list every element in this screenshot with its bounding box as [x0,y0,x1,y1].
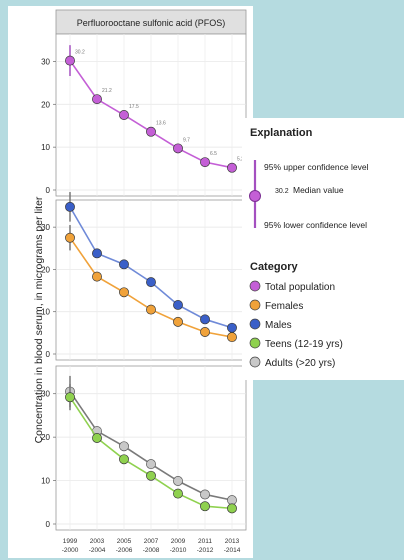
series-females [65,225,237,343]
legend-upper-ci: 95% upper confidence level [264,162,369,172]
x-tick-label-line2: -2000 [62,547,79,554]
title-strip [55,9,247,35]
chart-title: Perfluorooctane sulfonic acid (PFOS) [77,18,226,28]
y-tick-label: 30 [41,223,50,232]
data-label: 5.2 [237,157,244,163]
point-adults [173,476,183,486]
point-adults [200,489,210,500]
point-males [227,322,237,333]
point-teens [200,501,210,512]
y-tick-label: 20 [41,433,50,442]
y-tick-label: 10 [41,308,50,317]
legend-label-teens: Teens (12-19 yrs) [265,339,343,350]
y-tick-label: 30 [41,57,50,66]
legend-median-marker [249,190,261,202]
data-label: 17.5 [129,104,139,110]
legend-label-adults: Adults (>20 yrs) [265,358,335,369]
point-females [173,316,183,327]
legend-marker-teens [249,337,261,349]
y-tick-label: 0 [46,520,51,529]
legend-explanation-title: Explanation [250,127,313,139]
legend-box [242,118,404,380]
point-teens [227,503,237,514]
legend-items: Total population Females Males Teens (12-19… [249,280,343,369]
point-teens [119,454,129,465]
x-tick-label-line2: -2010 [170,547,187,554]
point-males [200,314,210,325]
point-females [227,332,237,343]
point-males [119,259,129,270]
legend-marker-total [249,280,261,292]
point-total [173,143,183,154]
data-label: 9.7 [183,137,190,143]
x-tick-label: 2007 [144,538,159,545]
x-tick-label: 2013 [225,538,240,545]
x-tick-label: 2011 [198,538,212,545]
y-tick-label: 0 [46,350,51,359]
data-label: 30.2 [75,50,85,56]
point-teens [173,488,183,499]
series-total: 30.2 21.2 17.5 13.6 9.7 6.5 5.2 [65,45,244,173]
point-total [227,162,237,173]
legend: Explanation 95% upper confidence level 3… [242,118,404,380]
y-tick-label: 20 [41,265,50,274]
point-total [119,110,129,120]
point-total [146,126,156,137]
legend-marker-females [249,299,261,311]
point-males [146,277,156,288]
point-females [65,232,75,243]
legend-category-title: Category [250,261,299,273]
y-tick-label: 0 [46,186,51,195]
point-adults [146,459,156,470]
legend-label-males: Males [265,320,292,331]
point-teens [65,392,75,403]
point-females [200,327,210,337]
legend-median-value: Median value [293,185,344,195]
point-total [92,94,102,105]
x-tick-label-line2: -2008 [143,547,160,554]
x-tick-label: 2009 [171,538,186,545]
legend-lower-ci: 95% lower confidence level [264,220,367,230]
point-teens [92,433,102,443]
point-males [65,201,75,212]
point-females [92,271,102,282]
data-label: 21.2 [102,88,112,94]
point-total [200,157,210,168]
x-tick-label: 2005 [117,538,132,545]
x-tick-label-line2: -2012 [197,547,214,554]
point-adults [227,495,237,506]
y-axis-label: Concentration in blood serum, in microgr… [33,196,45,443]
legend-marker-adults [249,356,261,368]
series-males [65,192,237,333]
panels: 010203030.221.217.513.69.76.55.201020300… [41,33,247,531]
legend-label-females: Females [265,301,303,312]
y-tick-label: 10 [41,143,50,152]
data-label: 13.6 [156,121,166,127]
point-males [173,299,183,310]
x-tick-label: 1999 [63,538,78,545]
point-total [65,55,75,66]
panel-2: 0 10 20 30 [41,192,247,361]
point-males [92,248,102,259]
panel-3: 0 10 20 30 [41,365,247,531]
point-teens [146,470,156,481]
point-adults [119,441,129,452]
y-tick-label: 20 [41,100,50,109]
data-label: 6.5 [210,151,217,157]
x-tick-label-line2: -2004 [89,547,106,554]
x-tick-labels: 1999 -2000 2003 -2004 2005 -2006 2007 -2008 2009… [62,538,241,554]
legend-marker-males [249,318,261,330]
series-teens [65,384,237,514]
panel-1: 0 10 20 30 30.2 21.2 17.5 13.6 9.7 6.5 5.2 [41,33,247,197]
point-females [146,304,156,315]
legend-median-example: 30.2 [275,188,289,195]
y-tick-label: 30 [41,390,50,399]
x-tick-label-line2: -2014 [224,547,241,554]
x-tick-label: 2003 [90,538,105,545]
legend-label-total: Total population [265,282,335,293]
y-tick-label: 10 [41,477,50,486]
x-tick-label-line2: -2006 [116,547,133,554]
point-females [119,287,129,298]
